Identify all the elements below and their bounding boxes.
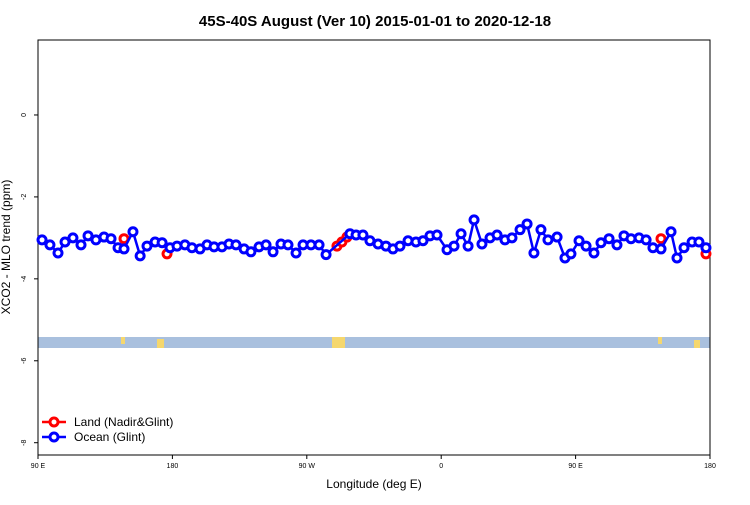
data-point bbox=[580, 240, 592, 252]
x-tick-label: 90 E bbox=[568, 463, 583, 470]
data-point bbox=[357, 229, 369, 241]
data-point bbox=[655, 243, 667, 255]
data-point bbox=[693, 236, 705, 248]
data-point bbox=[595, 237, 607, 249]
y-axis-label: XCO2 - MLO trend (ppm) bbox=[0, 180, 13, 315]
legend-marker bbox=[48, 416, 60, 428]
legend-label: Land (Nadir&Glint) bbox=[74, 415, 173, 429]
y-tick-label: 0 bbox=[21, 113, 28, 117]
data-point bbox=[52, 247, 64, 259]
data-point bbox=[565, 248, 577, 260]
data-point bbox=[105, 233, 117, 245]
data-point bbox=[603, 233, 615, 245]
data-point bbox=[448, 240, 460, 252]
data-point bbox=[82, 230, 94, 242]
data-point bbox=[260, 239, 272, 251]
data-point bbox=[491, 229, 503, 241]
data-point bbox=[67, 232, 79, 244]
data-point bbox=[700, 242, 712, 254]
data-point bbox=[44, 239, 56, 251]
x-tick-label: 90 E bbox=[31, 463, 46, 470]
data-point bbox=[640, 234, 652, 246]
land-patch bbox=[332, 337, 345, 348]
data-point bbox=[514, 224, 526, 236]
data-point bbox=[665, 226, 677, 238]
land-patch bbox=[157, 339, 164, 348]
data-point bbox=[655, 233, 667, 245]
data-point bbox=[462, 240, 474, 252]
y-tick-label: -6 bbox=[21, 358, 28, 364]
data-point bbox=[431, 229, 443, 241]
legend-label: Ocean (Glint) bbox=[74, 430, 145, 444]
data-point bbox=[245, 246, 257, 258]
data-point bbox=[282, 239, 294, 251]
data-point bbox=[134, 250, 146, 262]
data-point bbox=[455, 228, 467, 240]
x-tick-label: 90 W bbox=[299, 463, 316, 470]
data-point bbox=[118, 243, 130, 255]
x-tick-label: 180 bbox=[704, 463, 716, 470]
chart-title: 45S-40S August (Ver 10) 2015-01-01 to 20… bbox=[199, 13, 551, 30]
data-point bbox=[573, 235, 585, 247]
data-point bbox=[75, 239, 87, 251]
data-point bbox=[320, 249, 332, 261]
data-point bbox=[528, 247, 540, 259]
y-tick-label: -2 bbox=[21, 194, 28, 200]
data-point bbox=[542, 234, 554, 246]
land-patch bbox=[658, 337, 662, 344]
x-tick-label: 0 bbox=[439, 463, 443, 470]
y-tick-label: -8 bbox=[21, 439, 28, 445]
x-tick-label: 180 bbox=[167, 463, 179, 470]
data-point bbox=[290, 247, 302, 259]
mask-strip bbox=[38, 337, 710, 348]
data-point bbox=[588, 247, 600, 259]
data-point bbox=[611, 239, 623, 251]
data-point bbox=[267, 246, 279, 258]
ocean-strip bbox=[38, 337, 710, 348]
data-point bbox=[506, 232, 518, 244]
data-point bbox=[394, 240, 406, 252]
data-point bbox=[59, 236, 71, 248]
data-point bbox=[417, 235, 429, 247]
y-tick-label: -4 bbox=[21, 276, 28, 282]
data-point bbox=[127, 226, 139, 238]
data-point bbox=[141, 240, 153, 252]
data-point bbox=[230, 239, 242, 251]
data-point bbox=[156, 237, 168, 249]
x-axis-label: Longitude (deg E) bbox=[326, 477, 421, 491]
legend-marker bbox=[48, 431, 60, 443]
data-point bbox=[36, 234, 48, 246]
land-patch bbox=[694, 340, 700, 348]
data-point bbox=[678, 242, 690, 254]
data-point bbox=[476, 238, 488, 250]
data-point bbox=[468, 214, 480, 226]
data-point bbox=[521, 218, 533, 230]
data-point bbox=[551, 231, 563, 243]
data-point bbox=[671, 252, 683, 264]
data-point bbox=[535, 224, 547, 236]
data-point bbox=[313, 239, 325, 251]
land-patch bbox=[121, 337, 125, 344]
